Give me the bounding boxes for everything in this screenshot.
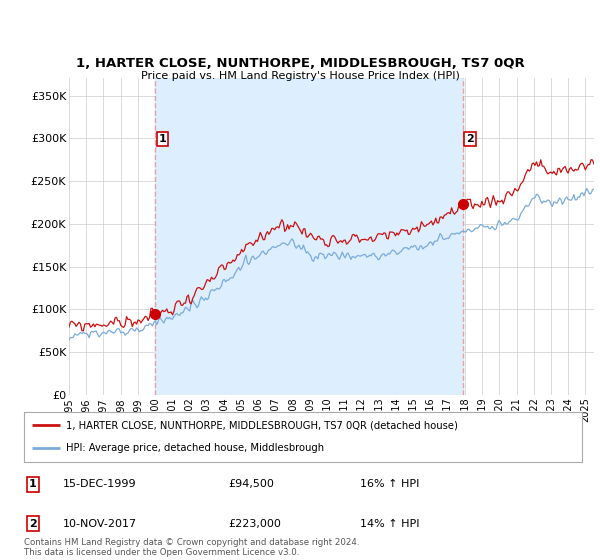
Text: 16% ↑ HPI: 16% ↑ HPI <box>360 479 419 489</box>
Text: Contains HM Land Registry data © Crown copyright and database right 2024.
This d: Contains HM Land Registry data © Crown c… <box>24 538 359 557</box>
Text: 1: 1 <box>158 133 166 143</box>
Text: 1: 1 <box>29 479 37 489</box>
Text: 1, HARTER CLOSE, NUNTHORPE, MIDDLESBROUGH, TS7 0QR: 1, HARTER CLOSE, NUNTHORPE, MIDDLESBROUG… <box>76 57 524 70</box>
Text: 14% ↑ HPI: 14% ↑ HPI <box>360 519 419 529</box>
Text: Price paid vs. HM Land Registry's House Price Index (HPI): Price paid vs. HM Land Registry's House … <box>140 71 460 81</box>
Text: 2: 2 <box>29 519 37 529</box>
Text: HPI: Average price, detached house, Middlesbrough: HPI: Average price, detached house, Midd… <box>66 444 324 454</box>
Text: £94,500: £94,500 <box>228 479 274 489</box>
Text: 2: 2 <box>466 133 474 143</box>
Text: 10-NOV-2017: 10-NOV-2017 <box>63 519 137 529</box>
Text: £223,000: £223,000 <box>228 519 281 529</box>
Text: 1, HARTER CLOSE, NUNTHORPE, MIDDLESBROUGH, TS7 0QR (detached house): 1, HARTER CLOSE, NUNTHORPE, MIDDLESBROUG… <box>66 420 458 430</box>
Bar <box>155 78 463 395</box>
Text: 15-DEC-1999: 15-DEC-1999 <box>63 479 137 489</box>
